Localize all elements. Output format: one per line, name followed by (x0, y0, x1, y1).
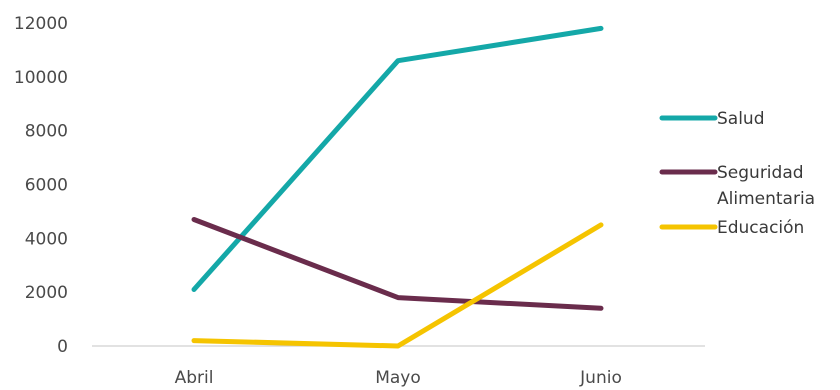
legend-label-3: Educación (717, 218, 804, 238)
y-tick-label: 12000 (14, 14, 68, 34)
y-tick-label: 2000 (25, 283, 68, 303)
series-lines (191, 25, 604, 349)
legend-label-1: Salud (717, 109, 765, 129)
legend-label-2: Seguridad (717, 163, 804, 183)
x-axis-tick-labels: Abril Mayo Junio (175, 368, 622, 388)
series-line-1 (191, 25, 604, 292)
y-tick-label: 4000 (25, 229, 68, 249)
y-axis-tick-labels: 0 2000 4000 6000 8000 10000 12000 (14, 14, 68, 357)
legend: Salud Seguridad Alimentaria Educación (659, 109, 815, 238)
x-tick-label: Junio (579, 368, 622, 388)
legend-label-2: Alimentaria (717, 189, 815, 209)
y-tick-label: 10000 (14, 68, 68, 88)
series-line-2 (191, 217, 604, 311)
x-tick-label: Abril (175, 368, 214, 388)
x-tick-label: Mayo (375, 368, 421, 388)
y-tick-label: 0 (57, 337, 68, 357)
series-line-3 (191, 222, 604, 349)
y-tick-label: 8000 (25, 122, 68, 142)
y-tick-label: 6000 (25, 176, 68, 196)
